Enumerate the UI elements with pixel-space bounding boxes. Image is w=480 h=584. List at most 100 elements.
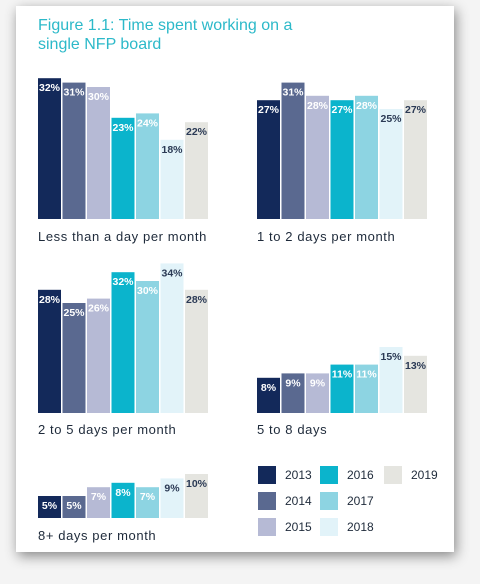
legend-label: 2019: [411, 468, 438, 482]
bar-value-label: 32%: [112, 276, 134, 288]
bar-2016: [111, 272, 135, 413]
bar-2013: [38, 496, 61, 518]
bar-chart-1-to-2-days: 27%31%28% 27% 28%25%27%: [257, 82, 427, 219]
bar-value-label: 11%: [356, 369, 377, 381]
bar-chart-8-plus-days: 5% 5% 7% 8% 7% 9% 10%: [38, 474, 208, 518]
bar-2019: [185, 289, 208, 413]
bar-2019: [185, 122, 208, 219]
legend-label: 2018: [347, 520, 374, 534]
legend-swatch: [258, 518, 276, 536]
bar-2014: [281, 82, 305, 219]
bar-2015: [306, 95, 329, 219]
bar-chart-2-to-5-days: 28%25% 26%32%30%34%28%: [38, 263, 208, 413]
bar-2017: [136, 113, 159, 219]
bar-value-label: 23%: [112, 122, 134, 134]
bar-2018: [160, 263, 184, 413]
bar-value-label: 5%: [66, 500, 82, 512]
bar-value-label: 10%: [186, 478, 208, 490]
bar-value-label: 30%: [88, 91, 110, 103]
bar-2014: [281, 373, 305, 413]
bar-2013: [38, 289, 61, 413]
bar-2015: [87, 298, 110, 413]
bar-2013: [257, 377, 280, 413]
legend: 2013 2014 2015 2016 2017 2018 2019: [258, 466, 458, 536]
legend-swatch: [258, 492, 276, 510]
legend-swatch: [258, 466, 276, 484]
bar-2017: [355, 364, 378, 413]
legend-label: 2013: [285, 468, 312, 482]
bar-value-label: 34%: [161, 267, 183, 279]
bar-value-label: 11%: [332, 369, 353, 381]
panel-5-to-8-days: 8% 9% 9% 11% 11% 15% 13% 5 to 8 days: [257, 336, 431, 446]
bar-2013: [257, 100, 280, 219]
bar-value-label: 5%: [42, 500, 58, 512]
bar-2016: [111, 482, 135, 518]
bar-value-label: 27%: [258, 104, 280, 116]
bar-2013: [38, 78, 61, 219]
bar-2019: [404, 100, 427, 219]
bar-value-label: 8%: [261, 382, 277, 394]
legend-label: 2015: [285, 520, 312, 534]
bar-value-label: 22%: [186, 126, 208, 138]
bar-2016: [111, 117, 135, 219]
legend-label: 2016: [347, 468, 374, 482]
bar-value-label: 15%: [380, 351, 402, 363]
legend-swatch: [320, 492, 338, 510]
bar-2014: [62, 82, 86, 219]
bar-2014: [62, 496, 86, 518]
bar-2015: [306, 373, 329, 413]
bar-2015: [87, 487, 110, 518]
bar-value-label: 30%: [137, 285, 159, 297]
bar-value-label: 25%: [63, 307, 85, 319]
panel-title: Less than a day per month: [38, 229, 207, 244]
bar-value-label: 28%: [186, 294, 208, 306]
bar-2017: [136, 487, 159, 518]
bar-value-label: 32%: [39, 82, 61, 94]
bar-value-label: 31%: [63, 87, 85, 99]
bar-2017: [355, 95, 378, 219]
panel-1-to-2-days: 27% 31% 28% 27% 28% 25% 27% 1 to 2 days per mo…: [257, 75, 431, 247]
bar-chart-5-to-8-days: 8% 9% 9%11% 11%15%13%: [257, 347, 427, 413]
bar-2018: [379, 347, 403, 413]
panel-2-to-5-days: 28% 25% 26% 32% 30% 34% 28% 2 to 5 days per mo…: [38, 263, 212, 437]
bar-value-label: 7%: [91, 491, 107, 503]
panel-title: 1 to 2 days per month: [257, 229, 396, 244]
panel-8-plus-days: 5% 5% 7% 8% 7% 9% 10% 8+ days per month: [38, 466, 212, 546]
panel-less-than-a-day: 32% 31% 30% 23% 24% 18% 22% Less than a day pe…: [38, 75, 212, 247]
bar-value-label: 8%: [115, 487, 131, 499]
legend-label: 2014: [285, 494, 312, 508]
figure-title: Figure 1.1: Time spent working on a sing…: [38, 17, 293, 53]
bar-2018: [379, 109, 403, 219]
bar-2018: [160, 478, 184, 518]
bar-value-label: 28%: [307, 100, 329, 112]
bar-value-label: 9%: [164, 482, 180, 494]
bar-value-label: 26%: [88, 303, 110, 315]
bar-value-label: 7%: [140, 491, 156, 503]
bar-2014: [62, 303, 86, 413]
bar-2015: [87, 87, 110, 219]
bar-chart-less-than-a-day: 32% 31% 30% 23% 24% 18%22%: [38, 78, 208, 219]
bar-value-label: 27%: [331, 104, 353, 116]
bar-value-label: 31%: [282, 87, 304, 99]
legend-swatch: [384, 466, 402, 484]
bar-value-label: 25%: [380, 113, 402, 125]
bar-value-label: 28%: [39, 294, 61, 306]
bar-value-label: 28%: [356, 100, 378, 112]
bar-value-label: 9%: [310, 377, 326, 389]
panel-title: 8+ days per month: [38, 528, 157, 543]
panel-title: 5 to 8 days: [257, 422, 328, 437]
bar-2017: [136, 281, 159, 413]
bar-2016: [330, 364, 354, 413]
bar-2018: [160, 139, 184, 219]
legend-label: 2017: [347, 494, 374, 508]
bar-value-label: 9%: [285, 377, 301, 389]
panel-title: 2 to 5 days per month: [38, 422, 177, 437]
bar-value-label: 24%: [137, 117, 159, 129]
legend-swatch: [320, 466, 338, 484]
bar-value-label: 27%: [405, 104, 427, 116]
bar-2019: [404, 355, 427, 413]
bar-2019: [185, 474, 208, 518]
bar-value-label: 13%: [405, 360, 427, 372]
legend-swatch: [320, 518, 338, 536]
bar-2016: [330, 100, 354, 219]
